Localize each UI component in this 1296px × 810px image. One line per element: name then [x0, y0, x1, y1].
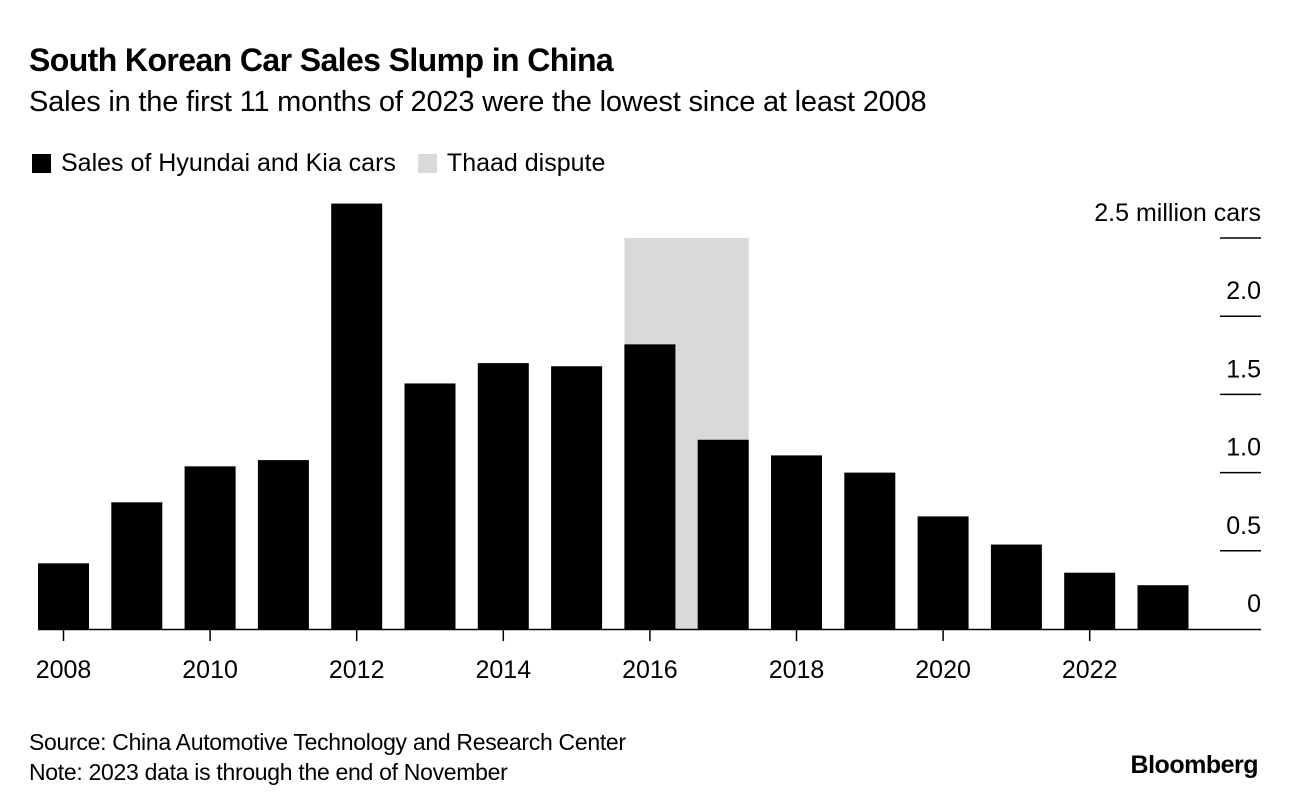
bloomberg-logo: Bloomberg	[1130, 751, 1259, 779]
source-note: Source: China Automotive Technology and …	[29, 729, 626, 755]
x-tick-label-2022: 2022	[1062, 656, 1118, 684]
bar-2016	[624, 344, 676, 629]
x-tick-label-2016: 2016	[622, 656, 678, 684]
bar-2023	[1137, 585, 1189, 629]
chart-subtitle: Sales in the first 11 months of 2023 wer…	[29, 86, 927, 118]
y-tick-label-1: 0.5	[1226, 512, 1261, 540]
legend-swatch-sales	[32, 154, 51, 173]
bar-2013	[404, 383, 456, 629]
y-tick-label-2: 1.0	[1226, 434, 1261, 462]
chart-title: South Korean Car Sales Slump in China	[29, 42, 614, 78]
axis-layer: 2008 2010 2012 2014 2016 2018 2020 2022 0 0.5 1.0 1…	[36, 199, 1261, 684]
legend-item-sales: Sales of Hyundai and Kia cars	[32, 149, 396, 178]
bar-2019	[844, 472, 896, 629]
bar-2022	[1064, 572, 1116, 629]
legend: Sales of Hyundai and Kia cars Thaad disp…	[32, 149, 627, 178]
bar-2011	[257, 460, 309, 629]
x-tick-label-2012: 2012	[329, 656, 385, 684]
bar-layer	[38, 203, 1189, 630]
y-tick-label-4: 2.0	[1226, 277, 1261, 305]
bar-2012	[331, 203, 383, 630]
footer-notes: Source: China Automotive Technology and …	[29, 727, 626, 787]
y-tick-label-3: 1.5	[1226, 355, 1261, 383]
bar-2015	[551, 366, 603, 629]
bar-2017	[697, 439, 749, 629]
legend-item-thaad: Thaad dispute	[417, 149, 606, 178]
bar-2020	[917, 516, 969, 629]
y-tick-label-5: 2.5 million cars	[1094, 199, 1261, 227]
legend-label-thaad: Thaad dispute	[446, 149, 606, 177]
x-tick-label-2010: 2010	[182, 656, 238, 684]
bar-2009	[111, 502, 163, 629]
legend-label-sales: Sales of Hyundai and Kia cars	[61, 149, 396, 177]
bar-2008	[38, 563, 89, 629]
legend-swatch-thaad	[417, 154, 437, 173]
bar-2021	[990, 544, 1042, 629]
x-tick-label-2008: 2008	[36, 656, 92, 684]
bar-2010	[184, 466, 236, 629]
y-tick-label-0: 0	[1247, 590, 1261, 618]
x-tick-label-2020: 2020	[915, 656, 971, 684]
data-note: Note: 2023 data is through the end of No…	[29, 759, 508, 785]
x-tick-label-2018: 2018	[769, 656, 825, 684]
bar-2014	[477, 363, 529, 629]
x-tick-label-2014: 2014	[475, 656, 531, 684]
bar-2018	[771, 455, 822, 629]
